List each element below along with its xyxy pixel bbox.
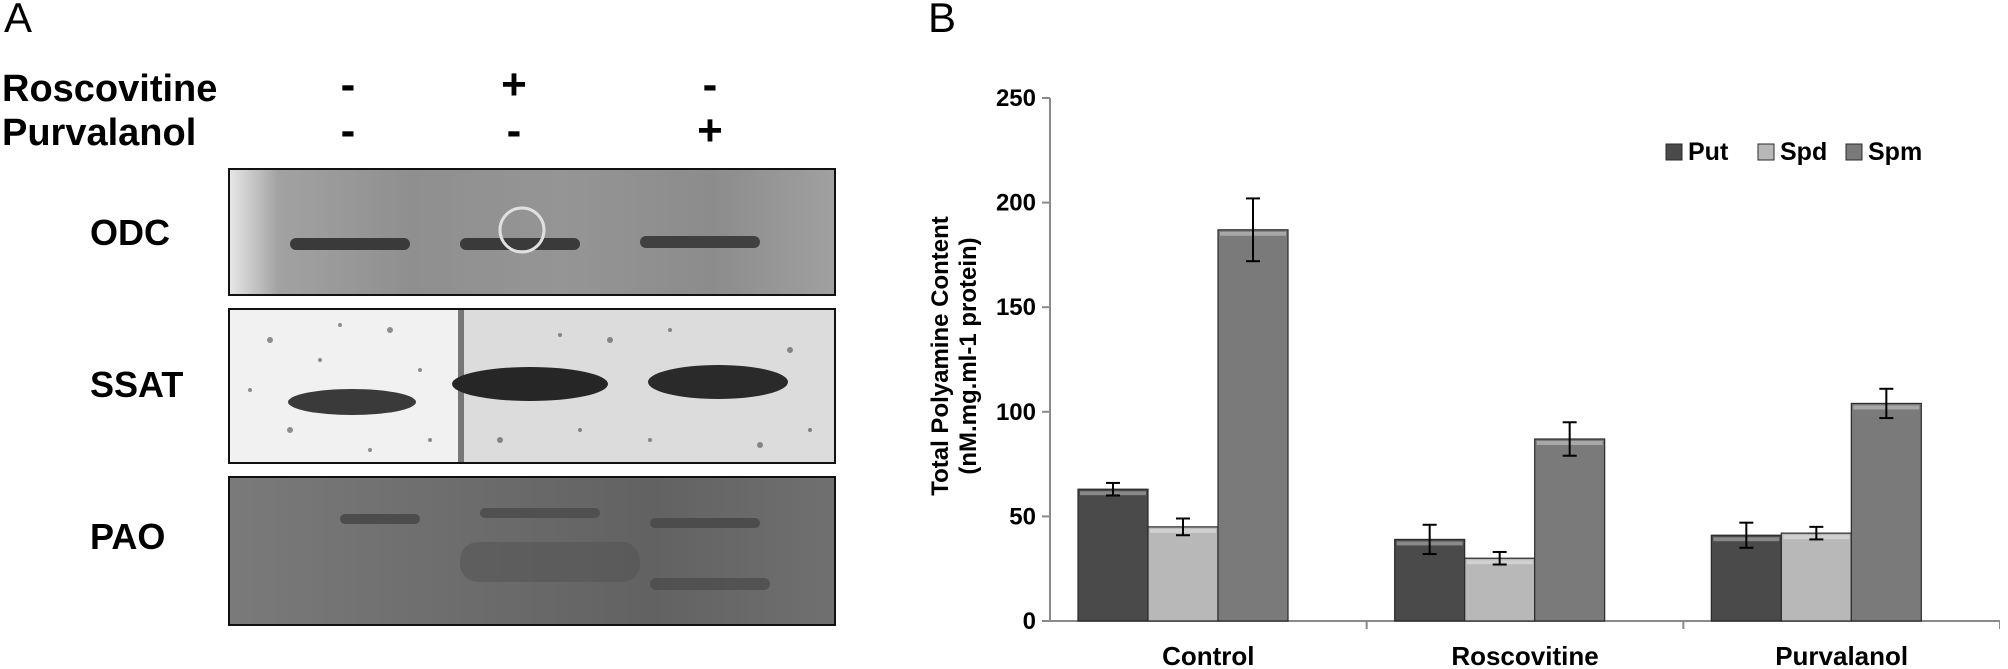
blot-image-pao [228,476,836,626]
pao-band-lane1 [340,514,420,524]
x-tick-label: Roscovitine [1451,641,1598,669]
y-tick-label: 50 [1009,503,1036,530]
odc-band-lane2 [460,238,580,250]
purvalanol-sign-lane2: - [506,106,522,155]
bar-spm [1534,438,1606,622]
blot-label-pao: PAO [90,516,166,557]
y-axis-title-line2: (nM.mg.ml-1 protein) [955,237,982,474]
chart-legend: Put Spd Spm [1665,138,1922,166]
roscovitine-sign-lane2: + [501,60,527,109]
y-tick-label: 200 [996,190,1036,217]
condition-label-roscovitine: Roscovitine [2,68,218,110]
x-tick-label: Control [1162,641,1254,669]
legend-label-put: Put [1688,138,1729,166]
chart-bars [1077,197,1922,622]
y-axis-title: Total Polyamine Content (nM.mg.ml-1 prot… [927,216,982,496]
y-tick-label: 250 [996,85,1036,112]
roscovitine-sign-lane3: - [702,60,718,109]
condition-label-purvalanol: Purvalanol [2,112,197,154]
legend-label-spm: Spm [1868,138,1922,166]
odc-bands [290,206,760,254]
y-tick-label: 150 [996,294,1036,321]
odc-band-lane1 [290,238,410,250]
odc-band-lane3 [640,236,760,248]
blot-label-ssat: SSAT [90,364,184,405]
ssat-band-lane3 [648,365,788,399]
polyamine-bar-chart: Total Polyamine Content (nM.mg.ml-1 prot… [927,85,2000,669]
bar-put [1077,488,1149,622]
bar-spd [1147,526,1219,622]
bar-spm [1850,402,1922,622]
odc-artifact-ring [498,206,546,254]
ssat-band-lane1 [288,389,416,415]
bar-spd [1464,557,1536,622]
blot-image-odc [228,168,836,296]
blot-label-odc: ODC [90,212,170,253]
pao-bands [340,508,770,590]
roscovitine-sign-lane1: - [340,60,356,109]
purvalanol-sign-lane1: - [340,106,356,155]
blot-image-ssat [228,308,836,464]
panel-b-letter: B [928,0,957,41]
ssat-bands [248,310,834,462]
legend-swatch-spd [1757,143,1775,161]
pao-band-lane2 [480,508,600,518]
panel-a-letter: A [4,0,33,41]
bar-spm [1217,229,1289,622]
y-tick-label: 100 [996,399,1036,426]
legend-label-spd: Spd [1780,138,1827,166]
legend-swatch-put [1665,143,1683,161]
purvalanol-sign-lane3: + [697,106,723,155]
bar-spd [1780,532,1852,622]
pao-band-lane3 [650,518,760,528]
legend-swatch-spm [1845,143,1863,161]
ssat-band-lane2 [452,367,608,401]
y-tick-label: 0 [1023,608,1036,635]
x-tick-label: Purvalanol [1775,641,1908,669]
y-axis-title-line1: Total Polyamine Content [927,216,954,496]
chart-axes: 0 50 100 150 200 250 Control Roscovitine Purvala… [996,85,2000,669]
